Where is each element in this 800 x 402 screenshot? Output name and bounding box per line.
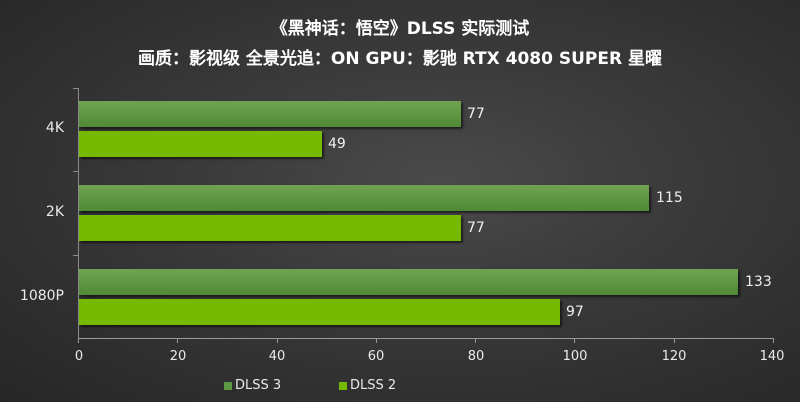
x-tick [177, 338, 178, 343]
x-tick-label: 60 [367, 349, 385, 364]
category-label-2k: 2K [45, 204, 64, 220]
bar-1080p-dlss2 [79, 299, 560, 325]
legend-item-dlss2: DLSS 2 [339, 378, 396, 393]
y-tick [73, 255, 78, 256]
value-label: 77 [467, 220, 485, 236]
x-tick-label: 140 [759, 349, 785, 364]
x-tick-label: 40 [268, 349, 286, 364]
value-label: 49 [328, 136, 346, 152]
bar-4k-dlss2 [79, 131, 322, 157]
x-axis [78, 338, 773, 339]
x-tick-label: 80 [467, 349, 485, 364]
x-tick [475, 338, 476, 343]
chart-subtitle: 画质：影视级 全景光追：ON GPU：影驰 RTX 4080 SUPER 星曜 [138, 49, 662, 69]
chart-title: 《黑神话：悟空》DLSS 实际测试 [270, 19, 530, 39]
x-tick [574, 338, 575, 343]
x-tick-label: 120 [661, 349, 687, 364]
x-tick [674, 338, 675, 343]
value-label: 77 [467, 106, 485, 122]
value-label: 133 [745, 274, 772, 290]
legend-label: DLSS 2 [350, 378, 397, 393]
x-tick [773, 338, 774, 343]
x-tick-label: 100 [562, 349, 588, 364]
bar-2k-dlss3 [79, 185, 649, 211]
legend-swatch-icon [224, 381, 232, 390]
y-tick [73, 88, 78, 89]
legend-label: DLSS 3 [235, 378, 282, 393]
category-label-4k: 4K [45, 120, 64, 136]
value-label: 115 [656, 190, 683, 206]
legend-item-dlss3: DLSS 3 [224, 378, 281, 393]
bar-1080p-dlss3 [79, 269, 738, 295]
x-tick [78, 338, 79, 343]
category-label-1080p: 1080P [19, 288, 64, 304]
x-tick-label: 20 [169, 349, 187, 364]
y-tick [73, 171, 78, 172]
x-tick [376, 338, 377, 343]
value-label: 97 [566, 304, 584, 320]
legend-swatch-icon [339, 381, 347, 390]
x-tick-label: 0 [74, 349, 84, 364]
y-axis [78, 88, 79, 338]
bar-4k-dlss3 [79, 101, 461, 127]
bar-2k-dlss2 [79, 215, 461, 241]
x-tick [277, 338, 278, 343]
